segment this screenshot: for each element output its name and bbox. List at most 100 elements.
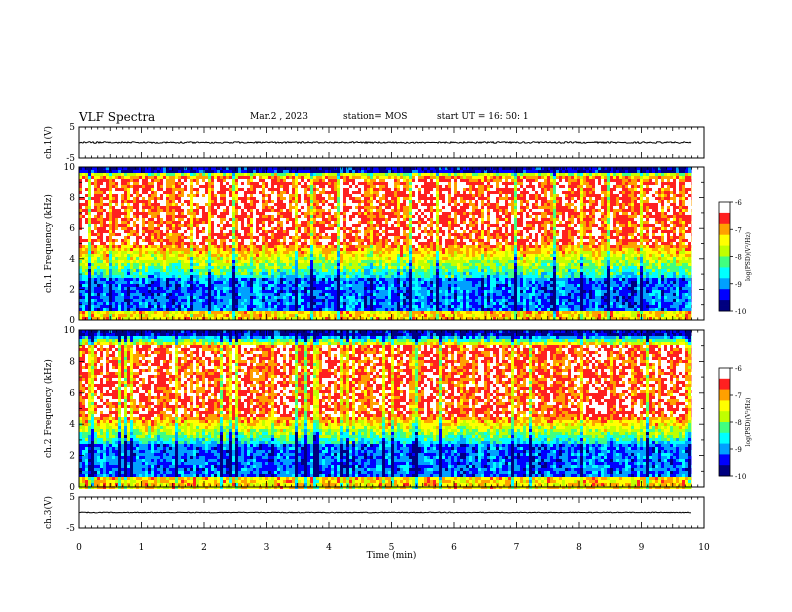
x-axis-label: Time (min) [367,550,417,561]
x-tick-label: 4 [326,543,332,553]
y-axis-label: ch.3(V) [43,496,54,529]
y-tick-label: 8 [69,194,75,204]
y-tick-label: 5 [69,123,75,133]
colorbar-swatch [719,289,730,292]
y-tick-label: 2 [69,452,75,462]
colorbar-swatch [719,251,730,254]
colorbar-swatch [719,406,730,409]
y-tick-label: 8 [69,357,75,367]
colorbar-tick-label: -10 [735,308,746,316]
colorbar-swatch [719,240,730,243]
y-axis-label: ch.1(V) [43,126,54,159]
colorbar-swatch [719,207,730,210]
y-tick-label: -5 [66,524,75,534]
colorbar-tick-label: -6 [735,365,742,373]
colorbar-swatch [719,387,730,390]
colorbar-swatch [719,425,730,428]
colorbar-swatch [719,213,730,216]
colorbar-swatch [719,414,730,417]
colorbar-swatch [719,430,730,433]
colorbar-swatch [719,237,730,240]
colorbar-swatch [719,452,730,455]
colorbar-swatch [719,262,730,265]
colorbar-swatch [719,257,730,260]
spectrogram-ch1 [79,167,692,320]
colorbar-swatch [719,436,730,439]
waveform-trace-ch1 [79,142,691,144]
y-tick-label: 2 [69,285,75,295]
colorbar-swatch [719,278,730,281]
vlf-figure: 5-5ch.1(V)0246810ch.1 Frequency (kHz)024… [0,0,792,612]
colorbar-ch1 [719,202,730,311]
colorbar-swatch [719,254,730,257]
colorbar-tick-label: -8 [735,419,742,427]
colorbar-swatch [719,438,730,441]
colorbar-swatch [719,441,730,444]
x-tick-label: 2 [201,543,207,553]
y-tick-label: 0 [69,483,75,493]
x-tick-label: 3 [264,543,270,553]
x-tick-label: 8 [576,543,582,553]
colorbar-swatch [719,248,730,251]
colorbar-swatch [719,270,730,273]
colorbar-swatch [719,232,730,235]
y-tick-label: 5 [69,493,75,503]
colorbar-swatch [719,460,730,463]
colorbar-tick-label: -7 [735,226,742,234]
colorbar-tick-label: -6 [735,199,742,207]
x-tick-label: 9 [639,543,645,553]
colorbar-tick-label: -10 [735,473,746,481]
colorbar-swatch [719,216,730,219]
spectrogram-ch2 [79,330,692,489]
colorbar-swatch [719,281,730,284]
colorbar-swatch [719,300,730,303]
colorbar-swatch [719,471,730,474]
colorbar-swatch [719,224,730,227]
colorbar-swatch [719,379,730,382]
colorbar-swatch [719,463,730,466]
colorbar-swatch [719,390,730,393]
colorbar-swatch [719,243,730,246]
colorbar-swatch [719,265,730,268]
colorbar-tick-label: -9 [735,281,742,289]
colorbar-tick-label: -9 [735,446,742,454]
colorbar-swatch [719,400,730,403]
colorbar-swatch [719,229,730,232]
colorbar-swatch [719,259,730,262]
colorbar-swatch [719,368,730,371]
colorbar-swatch [719,284,730,287]
colorbar-swatch [719,382,730,385]
y-tick-label: 10 [64,163,76,173]
colorbar-swatch [719,392,730,395]
colorbar-swatch [719,276,730,279]
colorbar-swatch [719,273,730,276]
y-tick-label: 4 [69,420,75,430]
waveform-trace-ch3 [79,512,691,513]
colorbar-swatch [719,465,730,468]
colorbar-swatch [719,286,730,289]
y-tick-label: 10 [64,326,76,336]
colorbar-label: log(PSD)(V²/Hz) [745,398,752,447]
colorbar-swatch [719,449,730,452]
colorbar-tick-label: -8 [735,254,742,262]
colorbar-ch2 [719,368,730,476]
colorbar-swatch [719,403,730,406]
colorbar-swatch [719,419,730,422]
colorbar-swatch [719,376,730,379]
x-tick-label: 10 [698,543,710,553]
colorbar-swatch [719,384,730,387]
y-tick-label: 6 [69,224,75,234]
colorbar-swatch [719,297,730,300]
colorbar-swatch [719,306,730,309]
colorbar-swatch [719,202,730,205]
colorbar-swatch [719,444,730,447]
colorbar-swatch [719,422,730,425]
colorbar-swatch [719,221,730,224]
x-tick-label: 7 [514,543,520,553]
y-tick-label: 4 [69,255,75,265]
colorbar-swatch [719,371,730,374]
colorbar-swatch [719,417,730,420]
colorbar-swatch [719,446,730,449]
colorbar-swatch [719,427,730,430]
colorbar-swatch [719,409,730,412]
